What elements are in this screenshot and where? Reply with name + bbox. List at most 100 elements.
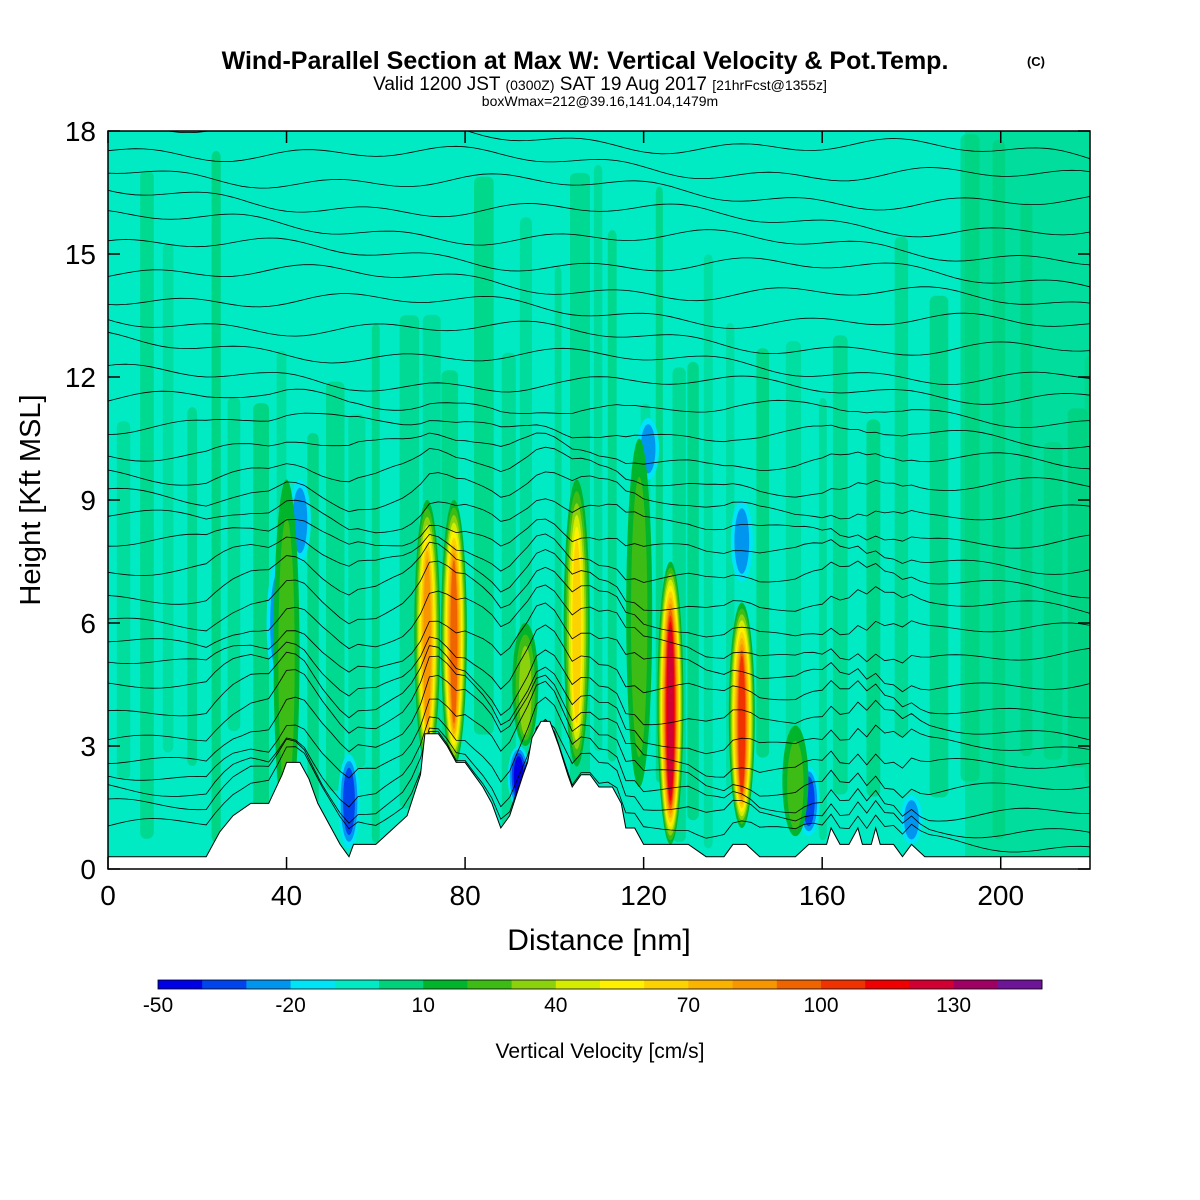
isentrope-line	[108, 363, 1090, 405]
colorbar-label: Vertical Velocity [cm/s]	[496, 1040, 705, 1063]
weak-updraft-band	[326, 381, 345, 791]
colorbar-swatch	[511, 980, 557, 989]
colorbar-tick-label: 10	[412, 994, 435, 1017]
isentrope-line	[108, 674, 1090, 778]
updraft-contour	[738, 655, 746, 793]
updraft-contour	[278, 517, 295, 799]
y-tick-label: 3	[80, 731, 96, 762]
weak-updraft-band	[593, 165, 603, 751]
weak-updraft-band	[607, 230, 617, 762]
y-tick-label: 18	[65, 116, 96, 147]
weak-updraft-band	[348, 414, 366, 769]
weak-updraft-band	[894, 236, 909, 737]
updraft-contour	[787, 740, 804, 830]
isentrope-line	[108, 319, 1090, 356]
colorbar-swatch	[600, 980, 645, 989]
colorbar-swatch	[467, 980, 513, 989]
weak-updraft-band	[554, 266, 562, 805]
x-tick-label: 120	[620, 880, 667, 911]
colorbar-frame	[157, 979, 1043, 990]
colorbar-tick-label: -50	[143, 994, 173, 1017]
isentrope-line	[108, 602, 1090, 693]
weak-updraft-band	[116, 421, 131, 780]
isentrope-line	[108, 680, 1090, 799]
colorbar-swatch	[202, 980, 247, 989]
subtitle-forecast: [21hrFcst@1355z]	[712, 77, 827, 93]
subtitle-zulu: (0300Z)	[505, 77, 554, 93]
y-tick-label: 0	[80, 854, 96, 885]
y-tick-label: 15	[65, 239, 96, 270]
colorbar-swatch	[246, 980, 292, 989]
x-axis-ticks: 0 40 80 120 160 200	[100, 131, 1024, 911]
isentrope-line	[108, 533, 1090, 599]
downdraft-contour	[343, 767, 355, 836]
weak-updraft-band	[785, 341, 802, 816]
weak-updraft-band	[211, 151, 221, 843]
colorbar-swatch	[334, 980, 380, 989]
x-tick-label: 0	[100, 880, 116, 911]
plot-area: 0 40 80 120 160 200 0 3 6 9 12 15 18	[65, 116, 1091, 911]
x-tick-label: 200	[977, 880, 1024, 911]
isentrope-line	[108, 210, 1090, 266]
x-tick-label: 80	[450, 880, 481, 911]
colorbar-swatch	[732, 980, 778, 989]
colorbar-swatch	[953, 980, 999, 989]
colorbar-swatch	[644, 980, 689, 989]
x-tick-label: 40	[271, 880, 302, 911]
isentrope-line	[108, 541, 1090, 614]
isentrope-line	[108, 718, 1090, 853]
subtitle-valid: Valid 1200 JST	[373, 74, 501, 95]
subtitle-date: SAT 19 Aug 2017	[560, 74, 707, 95]
weak-updraft-band	[687, 361, 699, 821]
isentrope-line	[108, 293, 1090, 329]
isentrope-line	[165, 131, 1090, 160]
isentrope-line	[108, 696, 1090, 822]
colorbar-swatch	[423, 980, 468, 989]
isentrope-line	[108, 331, 1090, 385]
colorbar-tick-label: 40	[544, 994, 567, 1017]
y-axis-ticks: 0 3 6 9 12 15 18	[65, 116, 1090, 885]
isentrope-line	[108, 170, 1090, 211]
weak-updraft-band	[140, 170, 154, 839]
colorbar-swatch	[379, 980, 424, 989]
x-axis-label: Distance [nm]	[507, 924, 690, 957]
potential-temperature-contours	[108, 131, 1090, 853]
colorbar-swatch	[158, 980, 203, 989]
downdraft-contour	[904, 800, 919, 840]
colorbar-tick-label: 100	[803, 994, 838, 1017]
downdraft-contour	[734, 508, 750, 574]
isentrope-line	[108, 432, 1090, 471]
isentrope-line	[108, 388, 1090, 428]
colorbar-tick-label: -20	[275, 994, 305, 1017]
weak-updraft-band	[162, 243, 174, 753]
weak-updraft-band	[866, 419, 881, 797]
updraft-contour	[450, 560, 458, 724]
updraft-contour	[572, 538, 581, 724]
weak-updraft-band	[474, 176, 494, 735]
chart-title-mark: (C)	[1027, 54, 1045, 69]
weak-updraft-band	[227, 397, 241, 731]
colorbar-tick-label: 70	[677, 994, 700, 1017]
isentrope-line	[108, 655, 1090, 755]
colorbar-swatch	[776, 980, 822, 989]
colorbar-swatch	[909, 980, 955, 989]
weak-updraft-band	[253, 403, 269, 814]
y-axis-label: Height [Kft MSL]	[15, 394, 47, 605]
isentrope-line	[108, 624, 1090, 719]
isentrope-line	[108, 560, 1090, 638]
y-tick-label: 12	[65, 362, 96, 393]
colorbar-swatch	[688, 980, 734, 989]
isentrope-line	[108, 645, 1090, 741]
isentrope-line	[108, 584, 1090, 664]
chart-subtitle: Valid 1200 JST (0300Z) SAT 19 Aug 2017 […	[373, 74, 827, 95]
weak-updraft-region	[965, 131, 1090, 869]
x-tick-label: 160	[799, 880, 846, 911]
updraft-contour	[631, 476, 648, 758]
weak-updraft-band	[929, 295, 949, 798]
chart-title: Wind-Parallel Section at Max W: Vertical…	[222, 47, 949, 75]
isentrope-line	[108, 190, 1090, 238]
isentrope-line	[108, 145, 1090, 182]
isentrope-line	[108, 471, 1090, 521]
isentrope-line	[108, 446, 1090, 498]
